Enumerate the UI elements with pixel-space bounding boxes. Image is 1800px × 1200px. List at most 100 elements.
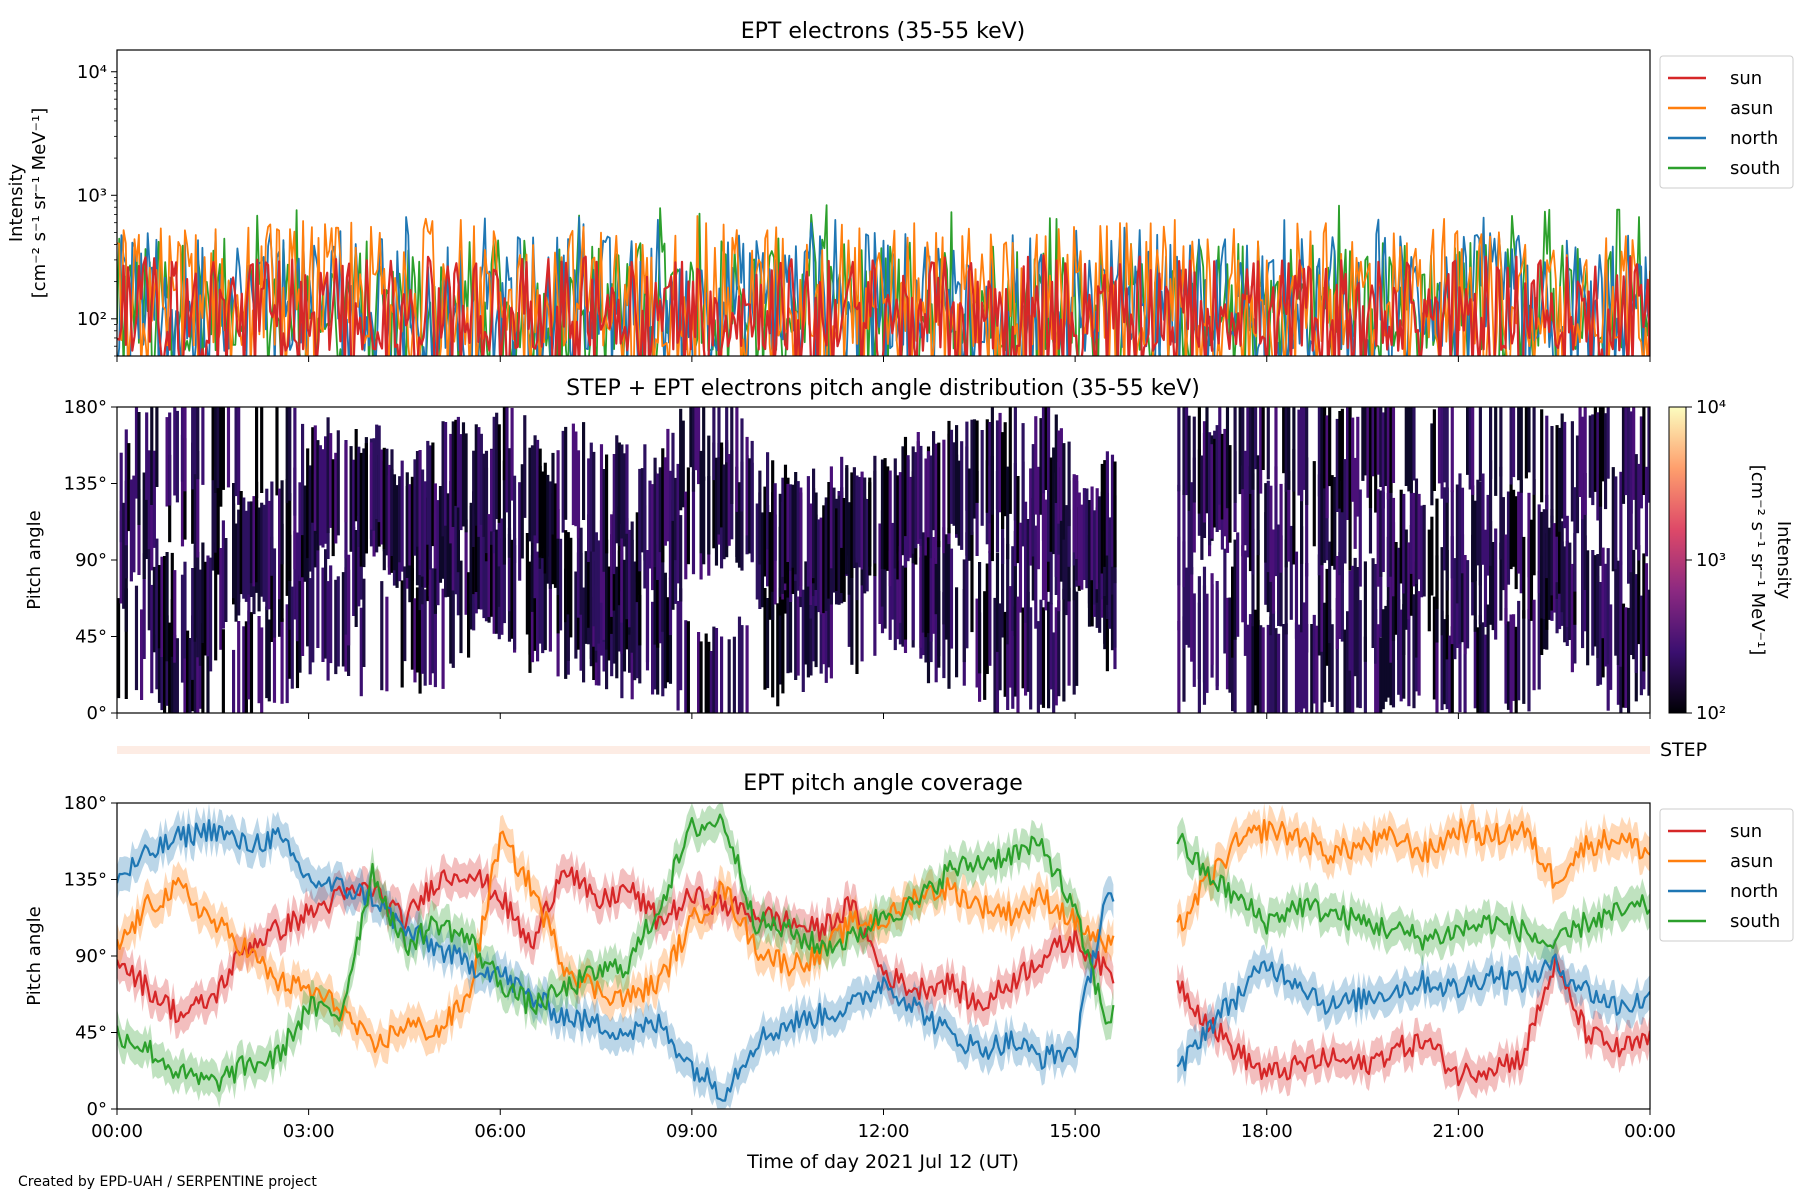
pad-bin: [252, 496, 256, 587]
pad-bin: [1315, 625, 1319, 713]
pad-bin: [196, 407, 200, 480]
pad-bin: [1202, 421, 1207, 523]
pad-bin: [1192, 457, 1196, 553]
pad-bin: [1384, 407, 1388, 486]
pad-bin: [998, 603, 1002, 691]
coverage-line-south: [117, 813, 1115, 1092]
pad-bin: [1047, 468, 1051, 562]
pad-bin: [720, 442, 724, 528]
pad-bin: [635, 512, 639, 603]
step-band: [117, 746, 1650, 754]
pad-bin: [482, 453, 486, 537]
pad-bin: [308, 578, 312, 675]
pad-bin: [1105, 451, 1109, 556]
pad-bin: [1598, 582, 1603, 685]
pad-bin: [436, 500, 440, 606]
pad-bin: [408, 484, 412, 566]
pad-bin: [1509, 614, 1513, 713]
pad-bin: [415, 451, 420, 547]
legend-label-sun: sun: [1730, 68, 1762, 89]
pad-bin: [1611, 467, 1615, 572]
pad-bin: [1340, 552, 1344, 642]
pad-bin: [679, 408, 683, 511]
pad-bin: [484, 536, 489, 622]
pad-bin: [362, 578, 366, 667]
pad-bin: [369, 442, 374, 530]
coverage-line-north: [1176, 953, 1650, 1072]
pad-bin: [1627, 407, 1631, 504]
pad-bin: [730, 407, 734, 504]
pad-bin: [1333, 477, 1337, 570]
pad-bin: [850, 472, 854, 578]
pad-bin: [1435, 498, 1439, 609]
coverage-band-south: [1177, 816, 1650, 967]
pad-bin: [947, 604, 951, 689]
pad-bin: [957, 460, 961, 546]
pad-bin: [385, 596, 389, 692]
pad-bin: [326, 581, 330, 681]
pad-bin: [477, 503, 481, 586]
pad-bin: [533, 558, 537, 651]
pad-bin: [1246, 624, 1250, 713]
pad-bin: [1468, 407, 1472, 490]
pad-bin: [1356, 567, 1360, 668]
pad-bin: [288, 587, 292, 679]
pad-bin: [502, 460, 506, 565]
pad-bin: [1527, 407, 1531, 473]
pad-bin: [285, 478, 289, 596]
pad-bin: [395, 485, 399, 588]
pad-bin: [293, 467, 297, 570]
pad-bin: [589, 442, 593, 552]
panel3-title: EPT pitch angle coverage: [743, 771, 1023, 796]
pad-bin: [1343, 459, 1347, 564]
pad-bin: [778, 587, 782, 685]
panel2-ylabel: Pitch angle: [24, 510, 45, 609]
pad-bin: [602, 527, 606, 640]
pad-bin: [1305, 457, 1309, 577]
pad-bin: [926, 585, 931, 684]
pad-bin: [883, 458, 887, 570]
pad-bin: [847, 502, 851, 595]
pad-bin: [1095, 488, 1099, 590]
colorbar-ticks: 10² 10³ 10⁴: [1686, 397, 1726, 724]
pad-bin: [1052, 632, 1056, 713]
pad-bin: [1414, 478, 1419, 584]
pad-bin: [1427, 529, 1431, 632]
pad-bin: [1182, 541, 1186, 649]
pad-bin: [1570, 421, 1574, 522]
pad-bin: [1026, 519, 1030, 620]
pad-bin: [980, 430, 984, 526]
pad-bin: [1013, 606, 1017, 697]
pad-bin: [1080, 504, 1084, 590]
pad-bin: [270, 536, 274, 642]
pad-bin: [1627, 470, 1631, 584]
pad-bin: [446, 493, 450, 597]
pad-bin: [1450, 536, 1454, 645]
pad-bin: [1524, 407, 1528, 479]
pad-bin: [433, 483, 437, 569]
step-label: STEP: [1660, 739, 1707, 761]
pad-bin: [1310, 624, 1314, 713]
pad-bin: [1113, 540, 1117, 648]
pad-bin: [801, 589, 805, 692]
pad-bin: [916, 432, 920, 544]
pad-bin: [1642, 553, 1646, 672]
pad-bin: [1478, 407, 1482, 482]
pad-bin: [1036, 621, 1040, 713]
pad-bin: [1335, 556, 1339, 649]
pad-bin: [972, 419, 977, 519]
pad-bin: [748, 458, 752, 554]
pad-bin: [461, 422, 466, 527]
pad-bin: [1414, 561, 1419, 658]
pad-bin: [1512, 614, 1516, 701]
coverage-band-north: [1177, 937, 1650, 1088]
pad-bin: [1049, 523, 1053, 605]
pad-bin: [423, 589, 427, 686]
pad-bin: [1358, 600, 1362, 709]
pad-bin: [1389, 407, 1393, 493]
pad-bin: [1389, 476, 1393, 577]
pad-bin: [267, 619, 271, 702]
pad-bin: [1338, 552, 1342, 639]
pad-bin: [510, 407, 514, 501]
pad-bin: [551, 493, 555, 585]
